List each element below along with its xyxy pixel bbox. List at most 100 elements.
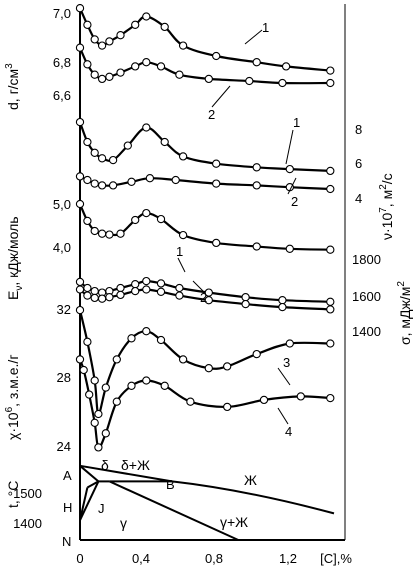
phase-line-8 [108,480,239,541]
viscosity-series-1-point-0 [75,117,85,127]
sigma-series-label-1: 1 [176,244,183,259]
viscosity-series-label-1: 1 [293,115,300,130]
magnetic_susceptibility-series-4-point-0 [75,355,85,364]
viscosity-series-2-point-1 [83,175,92,185]
sigma-label-main: σ, мДж/м [397,287,413,345]
viscosity-label-sup2: 2 [378,184,389,190]
energy-tick-5-0: 5,0 [53,197,71,212]
density-series-1-line [78,7,331,72]
viscosity-label-1-leader [285,129,294,165]
density-series-1-point-10 [212,51,221,61]
magnetic_susceptibility-series-3-point-9 [178,355,188,364]
magnetic_susceptibility-series-4-point-14 [326,393,335,403]
surface_tension-series-2-point-10 [204,296,213,305]
sigma-label-2-leader [192,280,204,292]
viscosity-series-1-point-5 [123,141,132,150]
viscosity-series-2-point-3 [97,181,107,190]
viscosity-series-1-point-9 [212,159,221,168]
sigma-axis-label: σ, мДж/м2 [396,281,413,345]
point-label-b: B [166,477,175,492]
viscous_flow_energy-series-1-point-10 [212,238,221,248]
magnetic_susceptibility-series-3-point-2 [90,376,99,385]
magnetic_susceptibility-series-3-point-1 [83,337,92,346]
density-series-2-point-4 [105,72,114,81]
region-label-delta-liquid: δ+Ж [121,457,150,473]
surface_tension-series-1-point-7 [142,276,151,286]
sigma-tick-1800: 1800 [352,252,381,267]
surface_tension-series-2-point-9 [175,291,184,300]
density-series-label-2: 2 [208,107,215,122]
phase-tick-1400: 1400 [13,516,42,531]
magnetic_susceptibility-series-3-point-6 [127,334,136,343]
density-series-1-point-8 [160,22,169,32]
density-series-1-point-6 [131,20,140,29]
density-series-1-point-5 [116,31,125,40]
density-label-1-leader [244,29,263,45]
viscous_flow_energy-series-1-line [78,203,331,251]
viscous_flow_energy-series-1-point-6 [131,215,140,225]
surface_tension-series-1-point-13 [326,297,335,306]
sigma-label-sup: 2 [396,281,407,287]
surface_tension-series-1-point-2 [90,286,99,296]
viscosity-label-main: ν·10 [379,213,395,240]
magnetic_susceptibility-series-3-point-7 [142,327,151,336]
magnetic_susceptibility-series-4-point-3 [90,418,99,427]
viscous_flow_energy-series-1-point-4 [105,230,114,239]
region-label-delta: δ [101,457,109,473]
magnetic_susceptibility-series-3-point-5 [112,355,121,364]
surface_tension-series-1-point-11 [241,293,250,302]
viscous_flow_energy-series-1-point-8 [156,214,166,224]
viscous_flow_energy-series-1-point-12 [285,244,294,253]
viscosity-label-2-leader [287,177,297,195]
density-ticks: 7,0 6,8 6,6 [53,6,71,103]
chi-tick-32: 32 [57,302,71,317]
density-series-1-point-2 [90,35,99,44]
energy-label-sub: ν [14,286,25,291]
viscosity-series-2-point-9 [252,181,261,190]
density-series-2-point-12 [278,78,287,88]
chi-label-3-leader [277,367,291,386]
density-tick-7-0: 7,0 [53,6,71,21]
region-label-liquid: Ж [244,472,257,488]
viscosity-tick-6: 6 [355,156,362,171]
x-tick-0: 0 [76,551,83,566]
viscosity-tick-8: 8 [355,122,362,137]
chi-label-tail: , з.м.е./г [5,355,21,407]
chi-tick-24: 24 [57,439,71,454]
viscosity-tick-4: 4 [355,191,362,206]
chi-series-label-4: 4 [285,424,292,439]
chi-axis-label: χ·106, з.м.е./г [4,355,21,440]
density-tick-6-6: 6,6 [53,88,71,103]
surface_tension-series-1-point-5 [116,283,125,293]
density-series-1-point-3 [97,41,107,50]
density-series-1-point-13 [326,66,335,75]
density-series-1-point-1 [83,20,92,29]
density-series-2-point-7 [142,58,151,67]
magnetic_susceptibility-series-4-point-12 [259,395,269,405]
magnetic_susceptibility-series-3-point-8 [156,335,166,345]
energy-axis-label: Eν, кДж/моль [5,216,25,300]
energy-ticks: 5,0 4,0 [53,197,71,255]
point-label-n: N [62,534,71,549]
density-series-2-point-13 [326,78,335,88]
density-series-2-point-6 [131,62,140,71]
chi-label-sup: 6 [4,406,15,412]
phase-line-4 [79,464,173,483]
magnetic_susceptibility-series-4-point-11 [223,402,232,412]
density-label-sup: 3 [4,63,15,69]
chi-label-main: χ·10 [5,412,21,440]
density-series-2-point-3 [97,74,107,84]
chi-tick-28: 28 [57,370,71,385]
energy-label-tail: , кДж/моль [5,216,21,285]
density-axis-label: d, г/см3 [4,63,21,110]
magnetic_susceptibility-series-4-point-13 [296,392,305,401]
magnetic_susceptibility-series-3-point-0 [75,305,85,315]
density-series-1-point-12 [281,62,291,71]
magnetic_susceptibility-series-4-point-4 [94,443,103,452]
surface_tension-series-1-point-12 [278,296,287,305]
density-series-2-point-1 [83,60,92,69]
viscosity-series-1-point-12 [326,166,335,176]
viscosity-series-1-point-6 [142,123,151,132]
x-tick-1-2: 1,2 [279,551,297,566]
